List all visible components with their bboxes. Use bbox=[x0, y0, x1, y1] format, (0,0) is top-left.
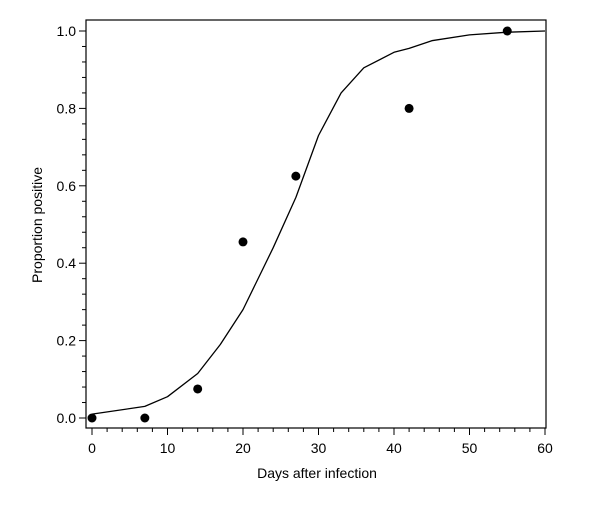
data-point bbox=[502, 26, 512, 36]
y-tick-label: 1.0 bbox=[57, 23, 77, 39]
y-tick-label: 0.0 bbox=[57, 410, 77, 426]
x-tick-label: 60 bbox=[537, 440, 553, 456]
x-tick-label: 20 bbox=[235, 440, 251, 456]
x-tick-label: 50 bbox=[462, 440, 478, 456]
plot-frame bbox=[85, 19, 547, 429]
tick-labels: 0 10 20 30 40 50 60 0.0 0.2 0.4 0.6 0.8 1.0 bbox=[57, 23, 553, 456]
data-point bbox=[238, 237, 248, 247]
x-tick-label: 10 bbox=[160, 440, 176, 456]
data-point bbox=[404, 103, 414, 113]
y-axis-label: Proportion positive bbox=[29, 167, 45, 283]
x-tick-label: 30 bbox=[311, 440, 327, 456]
y-tick-label: 0.8 bbox=[57, 100, 77, 116]
y-tick-label: 0.2 bbox=[57, 333, 77, 349]
axis-ticks bbox=[79, 30, 546, 435]
x-axis-label: Days after infection bbox=[257, 465, 377, 481]
y-tick-label: 0.4 bbox=[57, 255, 77, 271]
y-tick-label: 0.6 bbox=[57, 178, 77, 194]
data-point bbox=[291, 171, 301, 181]
data-point bbox=[140, 413, 150, 423]
x-tick-label: 0 bbox=[88, 440, 96, 456]
x-tick-label: 40 bbox=[386, 440, 402, 456]
data-point bbox=[193, 384, 203, 394]
data-point bbox=[87, 413, 97, 423]
fitted-curve bbox=[91, 30, 546, 415]
plot-area bbox=[85, 19, 547, 429]
